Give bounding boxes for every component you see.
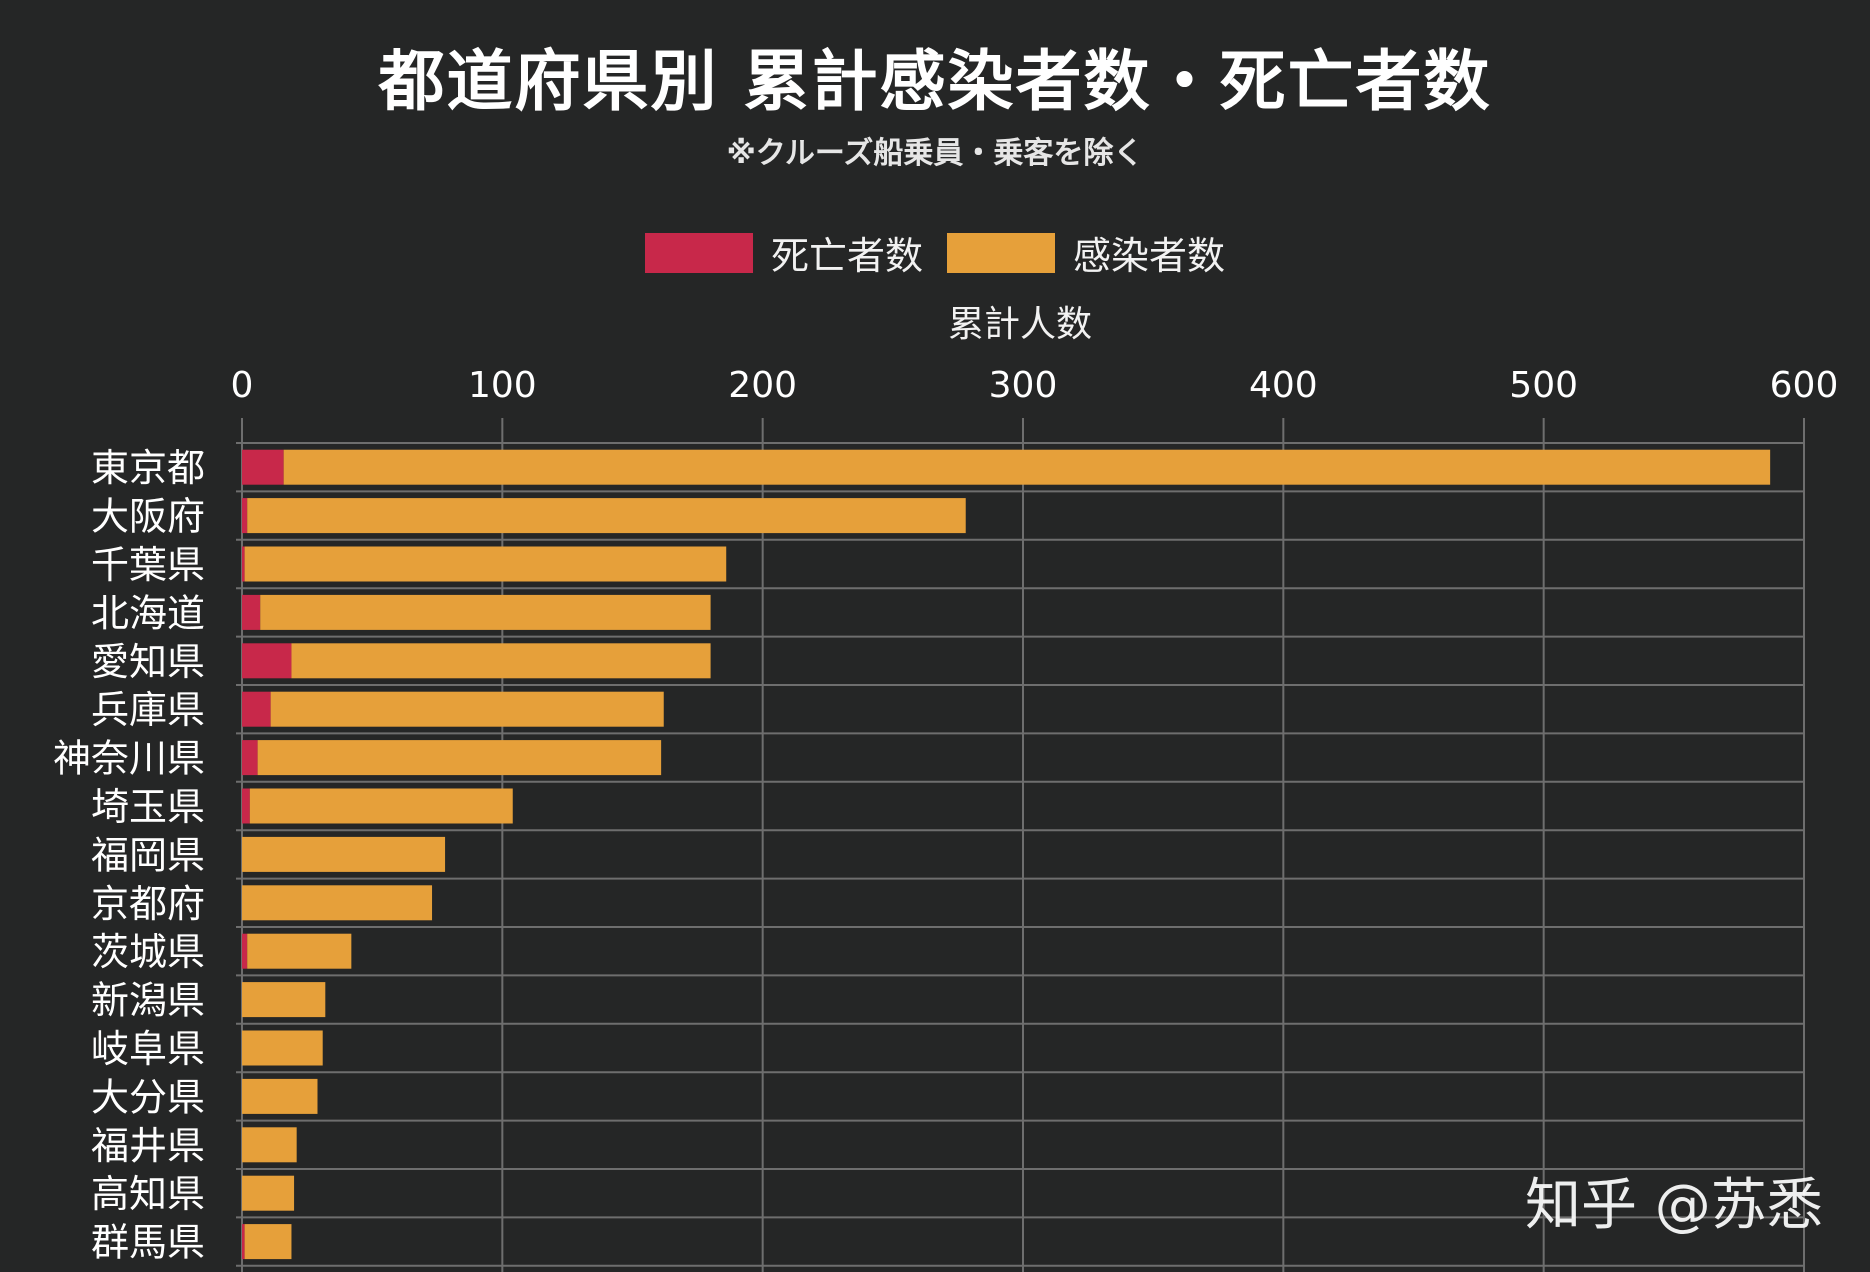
category-label-12: 岐阜県 [91,1027,205,1071]
x-tick-label-5: 500 [1509,365,1578,406]
bar-cases-9 [242,885,433,921]
legend-item-deaths: 死亡者数 [644,225,923,280]
bar-cases-10 [247,933,352,969]
x-tick-label-0: 0 [231,365,254,406]
bar-cases-3 [260,594,711,630]
x-tick-label-3: 300 [989,365,1058,406]
x-tick-label-1: 100 [468,365,537,406]
bar-cases-7 [249,788,513,824]
legend-swatch-cases [947,232,1055,273]
category-label-5: 兵庫県 [91,688,205,732]
bar-cases-13 [242,1078,318,1114]
bar-deaths-2 [242,546,245,582]
category-label-16: 群馬県 [91,1221,205,1265]
bar-cases-15 [242,1175,295,1211]
category-label-0: 東京都 [91,446,205,490]
legend: 死亡者数 感染者数 [0,225,1870,280]
legend-label-cases: 感染者数 [1073,234,1226,278]
category-label-1: 大阪府 [91,495,205,539]
x-tick-label-2: 200 [728,365,797,406]
bar-cases-4 [291,643,711,679]
chart-title: 都道府県別 累計感染者数・死亡者数 [378,43,1492,120]
category-label-6: 神奈川県 [53,737,205,781]
bar-cases-2 [244,546,727,582]
bar-cases-12 [242,1030,323,1066]
bar-cases-14 [242,1127,297,1163]
category-label-15: 高知県 [91,1172,205,1216]
category-label-4: 愛知県 [91,640,205,684]
category-label-13: 大分県 [91,1075,205,1119]
chart-subtitle: ※クルーズ船乗員・乗客を除く [726,136,1144,171]
bar-deaths-1 [242,498,248,534]
category-label-8: 福岡県 [91,833,205,877]
bar-cases-1 [247,498,966,534]
bar-deaths-4 [242,643,292,679]
bar-deaths-3 [242,594,261,630]
legend-item-cases: 感染者数 [947,225,1225,280]
bar-cases-0 [283,449,1771,485]
bar-cases-8 [242,836,446,872]
bar-deaths-7 [242,788,250,824]
category-label-3: 北海道 [91,591,205,635]
category-label-2: 千葉県 [91,543,205,587]
bar-cases-11 [242,982,326,1018]
bar-deaths-16 [242,1224,245,1260]
x-axis-label: 累計人数 [947,304,1092,345]
bar-cases-5 [270,691,664,727]
x-tick-label-4: 400 [1249,365,1318,406]
category-label-9: 京都府 [91,882,205,926]
category-label-10: 茨城県 [91,930,205,974]
x-tick-label-6: 600 [1770,365,1839,406]
bar-deaths-10 [242,933,248,969]
legend-label-deaths: 死亡者数 [770,234,923,278]
bar-cases-6 [257,740,662,776]
category-label-11: 新潟県 [91,979,205,1023]
bar-deaths-0 [242,449,284,485]
legend-swatch-deaths [644,232,753,273]
category-label-7: 埼玉県 [91,785,205,829]
bar-cases-16 [244,1224,292,1260]
bar-deaths-5 [242,691,271,727]
watermark: 知乎 @苏悉 [1525,1173,1823,1238]
bar-deaths-6 [242,740,258,776]
category-label-14: 福井県 [91,1124,205,1168]
